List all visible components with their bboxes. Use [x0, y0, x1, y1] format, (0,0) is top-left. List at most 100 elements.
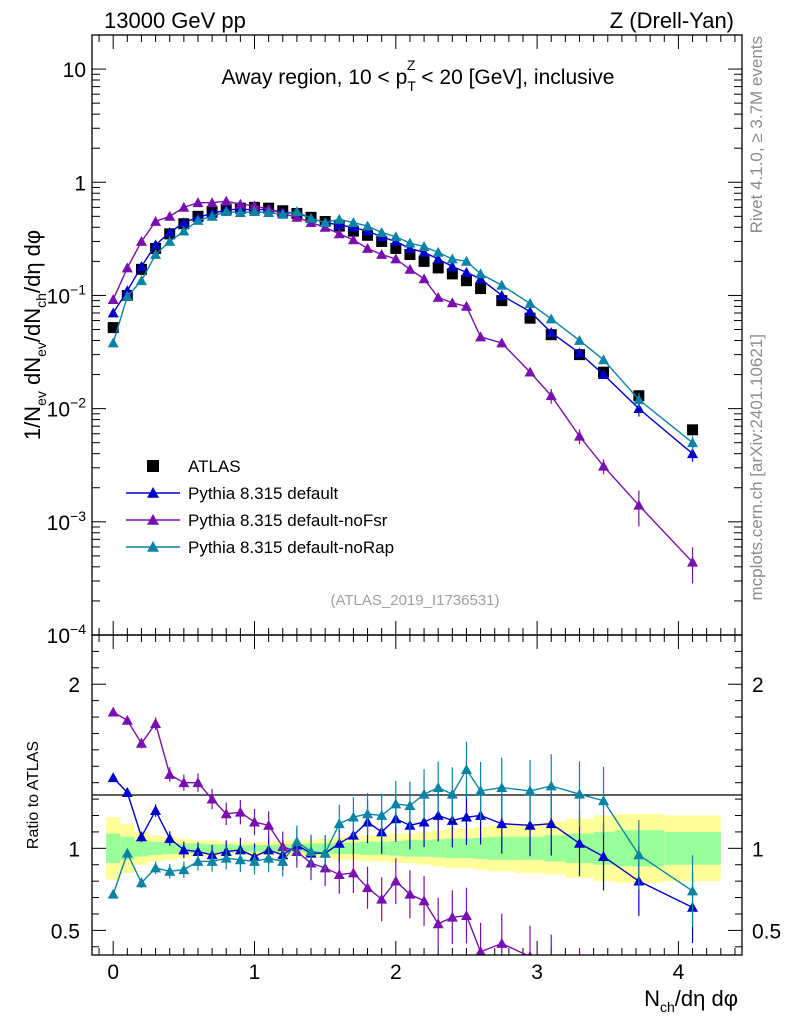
data-point: [633, 403, 645, 414]
data-point: [404, 242, 416, 253]
ratio-point: [121, 714, 133, 725]
data-point: [446, 297, 458, 308]
ratio-point: [150, 805, 162, 815]
data-point: [291, 211, 303, 222]
data-point: [164, 210, 176, 221]
stat-uncertainty-band: [544, 835, 566, 862]
data-point: [121, 290, 133, 301]
legend-label: ATLAS: [188, 457, 241, 476]
ratio-point: [319, 847, 331, 858]
data-point: [319, 217, 331, 228]
data-point: [687, 448, 699, 459]
data-point: [598, 460, 610, 471]
main-ylabel: 1/Nev dNev/dNch/dη dφ: [20, 230, 49, 440]
data-point: [687, 424, 699, 436]
ratio-point: [249, 816, 260, 827]
data-point: [496, 337, 508, 348]
data-point: [333, 228, 345, 239]
ratio-line: [112, 777, 693, 909]
data-point: [220, 195, 232, 206]
data-point: [107, 307, 119, 318]
main-panel: 10 1 10−1 10−2 10−3 10−4 Away region, 10 < pT…: [20, 34, 743, 955]
data-point: [524, 306, 536, 316]
mcplots-label: mcplots.cern.ch [arXiv:2401.10621]: [747, 334, 766, 600]
analysis-id: (ATLAS_2019_I1736531): [330, 592, 499, 609]
data-point: [220, 206, 232, 217]
stat-uncertainty-band: [614, 830, 665, 867]
data-point: [545, 313, 557, 324]
ratio-point: [164, 865, 176, 876]
data-point: [362, 242, 374, 253]
data-point: [234, 198, 246, 209]
data-point: [390, 231, 402, 242]
y-tick-label: 10−4: [47, 621, 87, 648]
legend: ATLAS Pythia 8.315 default Pythia 8.315 de…: [126, 457, 394, 557]
ratio-point: [192, 855, 204, 866]
ratio-point: [178, 864, 190, 875]
data-point: [418, 255, 430, 267]
ratio-point: [404, 800, 416, 811]
x-tick-label: 3: [531, 961, 543, 984]
svg-text:1/Nev dNev/dNch/dη dφ: 1/Nev dNev/dNch/dη dφ: [20, 230, 49, 440]
data-point: [277, 208, 289, 219]
data-point: [178, 217, 190, 228]
ratio-y-tick-label: 0.5: [51, 920, 80, 943]
header-left: 13000 GeV pp: [104, 8, 246, 33]
ratio-point: [178, 777, 190, 788]
data-point: [249, 200, 260, 211]
data-point: [135, 275, 147, 286]
data-point: [574, 430, 585, 441]
ratio-point: [496, 938, 508, 948]
stat-uncertainty-band: [106, 833, 121, 864]
ratio-point: [234, 854, 246, 865]
ratio-point: [150, 718, 162, 729]
ratio-point: [460, 811, 472, 822]
ratio-point: [390, 875, 402, 886]
data-point: [545, 390, 557, 401]
ratio-point: [376, 893, 388, 904]
ratio-point: [633, 849, 645, 860]
y-tick-label: 10−1: [47, 281, 87, 308]
data-point: [263, 207, 275, 217]
ratio-point: [460, 910, 472, 921]
data-point: [390, 253, 402, 264]
data-point: [107, 337, 119, 348]
ratio-point: [598, 982, 609, 992]
ratio-point: [107, 772, 119, 783]
stat-uncertainty-band: [388, 840, 403, 856]
data-point: [524, 297, 536, 308]
ratio-point: [150, 862, 162, 873]
data-point: [291, 206, 303, 217]
series-pythia-8-315-default: [107, 203, 699, 462]
data-point: [390, 242, 402, 254]
data-point: [164, 226, 176, 237]
ratio-point: [135, 831, 147, 842]
ratio-point: [333, 818, 345, 829]
data-point: [192, 197, 204, 208]
data-point: [687, 556, 699, 567]
data-point: [496, 295, 508, 307]
x-tick-label: 4: [673, 961, 685, 984]
ratio-point: [305, 846, 317, 857]
main-title: Away region, 10 < pTZ < 20 [GeV], inclus…: [222, 57, 615, 94]
data-point: [418, 246, 430, 257]
data-point: [206, 210, 218, 221]
main-series-layer: [107, 195, 699, 584]
ratio-point: [206, 793, 218, 804]
ratio-point: [362, 808, 374, 819]
data-point: [446, 253, 458, 264]
ratio-point: [107, 706, 119, 717]
ratio-point: [234, 806, 246, 817]
stat-uncertainty-band: [593, 831, 615, 865]
data-point: [524, 366, 536, 377]
ratio-point: [524, 819, 536, 830]
ratio-point: [496, 818, 508, 829]
data-point: [192, 214, 204, 225]
data-point: [446, 268, 458, 280]
data-point: [598, 369, 610, 379]
ratio-point: [418, 788, 430, 799]
ratio-point: [446, 788, 458, 799]
ratio-ylabel: Ratio to ATLAS: [25, 741, 42, 849]
legend-label: Pythia 8.315 default-noRap: [188, 538, 394, 557]
